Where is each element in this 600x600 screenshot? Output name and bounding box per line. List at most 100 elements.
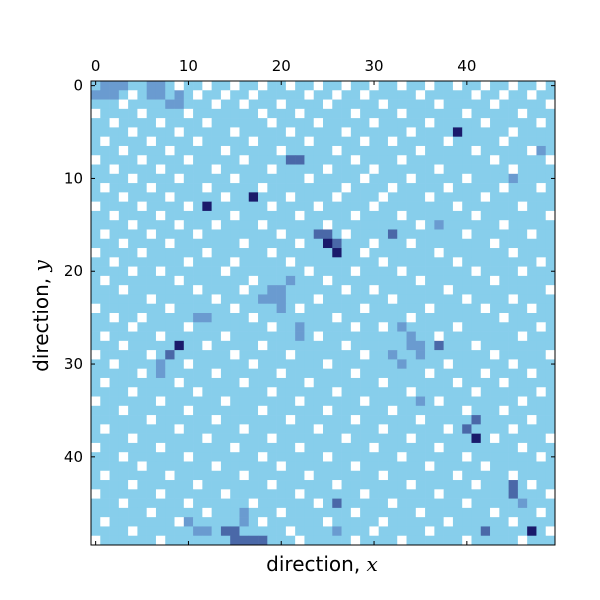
heatmap-cell xyxy=(230,248,240,258)
heatmap-cell xyxy=(369,535,379,546)
heatmap-cell xyxy=(239,136,250,147)
heatmap-cell xyxy=(276,118,287,128)
heatmap-cell xyxy=(536,526,547,537)
heatmap-cell xyxy=(100,192,110,202)
heatmap-cell xyxy=(174,257,185,267)
heatmap-cell xyxy=(499,359,509,369)
heatmap-cell xyxy=(536,535,547,546)
heatmap-cell xyxy=(434,127,444,137)
heatmap-cell xyxy=(211,201,222,212)
heatmap-cell xyxy=(128,108,138,119)
heatmap-cell xyxy=(323,359,333,369)
heatmap-cell xyxy=(174,275,185,286)
heatmap-cell xyxy=(527,368,537,379)
heatmap-cell xyxy=(406,405,417,416)
heatmap-cell xyxy=(415,433,426,444)
heatmap-cell xyxy=(480,433,491,444)
heatmap-cell xyxy=(378,507,389,518)
heatmap-cell xyxy=(146,442,157,453)
heatmap-cell xyxy=(146,313,157,323)
heatmap-cell xyxy=(220,424,231,434)
heatmap-cell xyxy=(406,136,417,147)
heatmap-cell xyxy=(545,535,556,546)
heatmap-cell xyxy=(434,461,444,472)
heatmap-cell xyxy=(323,173,333,184)
heatmap-cell xyxy=(341,507,352,518)
heatmap-cell xyxy=(434,257,444,267)
heatmap-cell xyxy=(406,248,417,258)
heatmap-cell xyxy=(146,377,157,388)
heatmap-cell xyxy=(258,442,268,453)
heatmap-cell xyxy=(91,331,101,342)
heatmap-cell xyxy=(276,108,287,119)
heatmap-cell xyxy=(239,424,250,434)
heatmap-cell xyxy=(462,470,472,481)
heatmap-cell xyxy=(202,480,212,490)
heatmap-cell xyxy=(323,248,333,258)
heatmap-cell xyxy=(387,220,398,230)
heatmap-cell xyxy=(443,498,454,509)
heatmap-cell xyxy=(304,377,315,388)
heatmap-cell xyxy=(332,452,342,462)
heatmap-cell xyxy=(137,201,147,212)
heatmap-cell xyxy=(323,415,333,425)
heatmap-cell xyxy=(128,99,138,110)
heatmap-cell xyxy=(360,99,370,110)
heatmap-cell xyxy=(267,433,277,444)
heatmap-cell xyxy=(508,285,519,295)
heatmap-cell xyxy=(91,192,101,202)
heatmap-cell xyxy=(304,470,315,481)
heatmap-cell xyxy=(285,396,296,407)
heatmap-cell xyxy=(91,155,101,165)
heatmap-cell xyxy=(211,452,222,462)
heatmap-cell xyxy=(545,507,556,518)
heatmap-cell xyxy=(415,108,426,119)
heatmap-cell xyxy=(332,396,342,407)
heatmap-cell xyxy=(508,266,519,277)
heatmap-cell xyxy=(248,303,259,314)
heatmap-cell xyxy=(220,173,231,184)
heatmap-cell xyxy=(100,210,110,221)
x-tick-label: 40 xyxy=(457,57,476,75)
heatmap-cell xyxy=(369,433,379,444)
heatmap-cell xyxy=(220,535,231,546)
heatmap-cell xyxy=(109,192,120,202)
heatmap-cell xyxy=(527,99,537,110)
heatmap-cell xyxy=(332,136,342,147)
heatmap-cell xyxy=(406,322,417,332)
heatmap-cell xyxy=(397,377,407,388)
heatmap-cell xyxy=(452,340,463,351)
heatmap-cell xyxy=(443,303,454,314)
heatmap-cell xyxy=(452,433,463,444)
heatmap-cell xyxy=(527,90,537,100)
heatmap-cell xyxy=(490,210,500,221)
heatmap-cell xyxy=(220,118,231,128)
heatmap-cell xyxy=(248,415,259,425)
heatmap-cell xyxy=(443,192,454,202)
heatmap-cell xyxy=(183,498,194,509)
heatmap-cell xyxy=(239,81,250,91)
heatmap-cell xyxy=(480,480,491,490)
heatmap-cell xyxy=(415,155,426,165)
heatmap-cell xyxy=(536,201,547,212)
heatmap-cell xyxy=(499,526,509,537)
heatmap-cell xyxy=(100,461,110,472)
heatmap-cell xyxy=(248,517,259,527)
heatmap-cell xyxy=(350,470,361,481)
heatmap-cell xyxy=(304,303,315,314)
heatmap-cell xyxy=(248,350,259,360)
heatmap-cell xyxy=(480,81,491,91)
heatmap-cell xyxy=(258,405,268,416)
heatmap-cell xyxy=(146,470,157,481)
heatmap-cell xyxy=(165,266,175,277)
heatmap-cell xyxy=(397,359,407,369)
heatmap-cell xyxy=(276,257,287,267)
heatmap-cell xyxy=(360,173,370,184)
heatmap-cell xyxy=(100,405,110,416)
heatmap-cell xyxy=(146,498,157,509)
heatmap-cell xyxy=(202,136,212,147)
heatmap-cell xyxy=(91,350,101,360)
heatmap-cell xyxy=(100,155,110,165)
heatmap-cell xyxy=(183,415,194,425)
heatmap-cell xyxy=(183,155,194,165)
